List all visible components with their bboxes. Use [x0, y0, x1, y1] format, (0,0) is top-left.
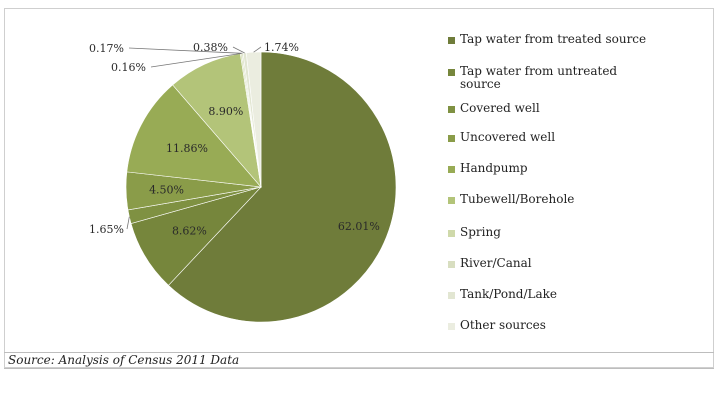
leader-line: [150, 53, 242, 68]
data-label: 11.86%: [166, 142, 208, 155]
leader-line: [126, 216, 130, 230]
legend-swatch: [448, 166, 455, 173]
data-label: 62.01%: [338, 220, 380, 233]
pie-chart: 62.01% 8.62% 1.65% 4.50% 11.86% 8.90% 0.16% 0.1…: [89, 41, 397, 323]
legend-swatch: [448, 106, 455, 113]
legend-label: Other sources: [460, 318, 546, 332]
legend-item: River/Canal: [448, 257, 650, 270]
data-label: 0.17%: [89, 42, 124, 55]
legend-item: Handpump: [448, 162, 650, 175]
legend-label: Uncovered well: [460, 130, 556, 144]
pie-slice: [126, 84, 262, 188]
legend-swatch: [448, 323, 455, 330]
legend-swatch: [448, 135, 455, 142]
legend-item: Tap water from treated source: [448, 33, 650, 46]
legend-swatch: [448, 230, 455, 237]
legend-label: River/Canal: [460, 256, 532, 270]
data-label: 8.62%: [172, 224, 207, 237]
data-label: 0.38%: [193, 41, 228, 54]
data-label: 0.16%: [111, 61, 146, 74]
legend-swatch: [448, 197, 455, 204]
legend-item: Spring: [448, 226, 650, 239]
data-label: 1.65%: [89, 223, 124, 236]
legend-label: Tubewell/Borehole: [460, 192, 575, 206]
data-label: 4.50%: [149, 184, 184, 197]
legend-item: Covered well: [448, 102, 650, 115]
chart-frame: 62.01% 8.62% 1.65% 4.50% 11.86% 8.90% 0.16% 0.1…: [4, 8, 714, 368]
legend-label: Tap water from untreated source: [460, 64, 618, 91]
legend-label: Spring: [460, 225, 501, 239]
legend-swatch: [448, 261, 455, 268]
legend-label: Handpump: [460, 161, 528, 175]
legend-swatch: [448, 37, 455, 44]
legend-swatch: [448, 292, 455, 299]
data-label: 1.74%: [264, 41, 299, 54]
legend-item: Tubewell/Borehole: [448, 193, 650, 206]
legend-item: Uncovered well: [448, 131, 650, 144]
leader-line: [253, 46, 262, 53]
legend-item: Tap water from untreated source: [448, 65, 650, 91]
legend-label: Covered well: [460, 101, 540, 115]
leader-line: [128, 47, 243, 54]
source-note: Source: Analysis of Census 2011 Data: [4, 352, 714, 369]
legend-item: Tank/Pond/Lake: [448, 288, 650, 301]
legend-label: Tap water from treated source: [460, 32, 647, 46]
leader-line: [232, 46, 245, 54]
pie-slice: [168, 51, 397, 323]
legend-swatch: [448, 69, 455, 76]
legend-item: Other sources: [448, 319, 650, 332]
data-label: 8.90%: [208, 105, 243, 118]
legend-label: Tank/Pond/Lake: [460, 287, 558, 301]
